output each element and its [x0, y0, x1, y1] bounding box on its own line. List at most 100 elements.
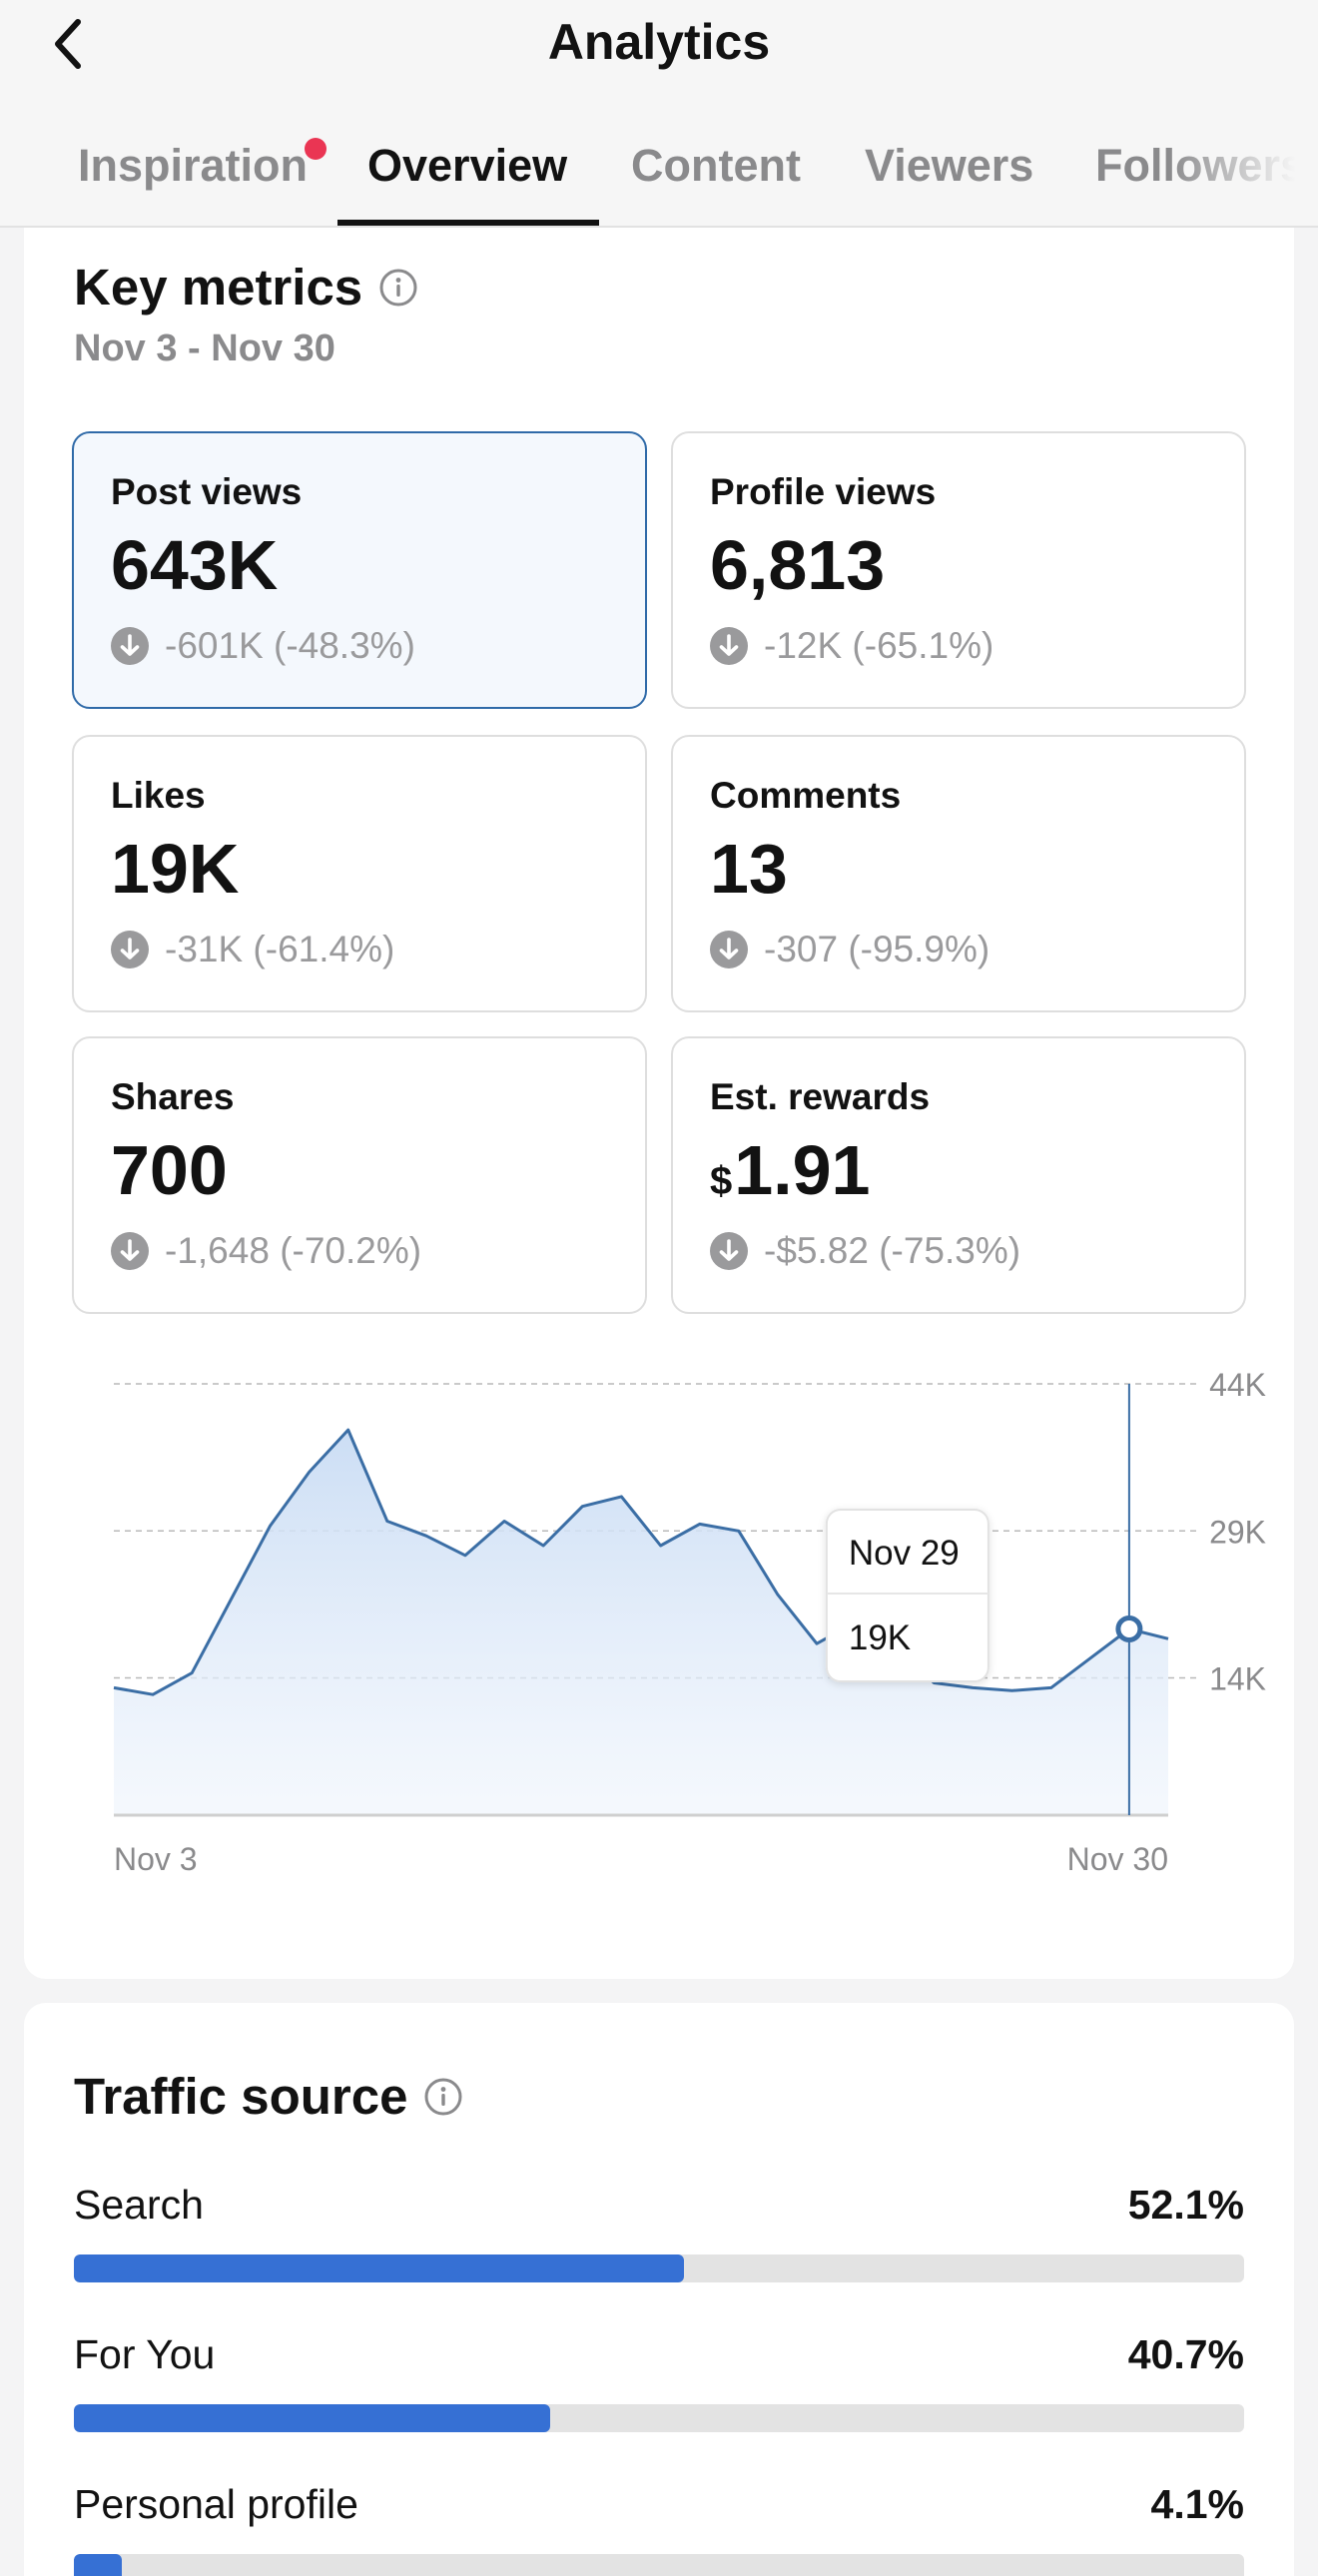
- key-metrics-card: Key metrics Nov 3 - Nov 30 Post views 64…: [24, 228, 1294, 1979]
- chart-data-point[interactable]: [618, 1494, 624, 1500]
- chart-data-point[interactable]: [658, 1543, 664, 1549]
- y-axis-tick-label: 44K: [1209, 1367, 1266, 1403]
- metric-profile-views[interactable]: Profile views 6,813 -12K (-65.1%): [671, 431, 1246, 709]
- key-metrics-title: Key metrics: [74, 259, 363, 316]
- metric-value: 19K: [111, 830, 240, 908]
- metric-label: Likes: [111, 775, 206, 816]
- metric-value: $1.91: [710, 1130, 871, 1221]
- chart-area-fill: [114, 1430, 1168, 1815]
- back-button[interactable]: [40, 14, 96, 74]
- tab-content[interactable]: Content: [631, 140, 801, 191]
- arrow-down-circle-icon: [111, 627, 149, 665]
- chart-data-point[interactable]: [307, 1469, 313, 1475]
- traffic-label: For You: [74, 2330, 216, 2377]
- traffic-bar: [74, 2554, 1244, 2576]
- metric-label: Shares: [111, 1076, 235, 1117]
- arrow-down-circle-icon: [111, 1232, 149, 1270]
- chart-data-point[interactable]: [579, 1504, 585, 1510]
- info-icon[interactable]: [423, 2077, 463, 2117]
- chart-data-point[interactable]: [462, 1553, 468, 1559]
- chart-data-point[interactable]: [189, 1670, 195, 1676]
- active-tab-indicator: [337, 220, 599, 226]
- traffic-bar: [74, 2404, 1244, 2432]
- metric-change: -$5.82 (-75.3%): [710, 1230, 1020, 1272]
- traffic-bar: [74, 2254, 1244, 2282]
- metric-value: 643K: [111, 526, 279, 604]
- metric-value: 13: [710, 830, 788, 908]
- metric-likes[interactable]: Likes 19K -31K (-61.4%): [72, 735, 647, 1012]
- top-header: Analytics Inspiration Overview Content V…: [0, 0, 1318, 228]
- chart-data-point[interactable]: [697, 1521, 703, 1527]
- tab-followers[interactable]: Followers: [1095, 140, 1306, 191]
- traffic-row-search: Search 52.1%: [74, 2175, 1244, 2282]
- metric-label: Est. rewards: [710, 1076, 931, 1117]
- traffic-source-title: Traffic source: [74, 2068, 408, 2125]
- metric-label: Post views: [111, 471, 303, 512]
- chart-selected-point[interactable]: [1115, 1614, 1143, 1642]
- metric-label: Comments: [710, 775, 902, 816]
- metric-change: -601K (-48.3%): [111, 625, 415, 667]
- metric-shares[interactable]: Shares 700 -1,648 (-70.2%): [72, 1036, 647, 1314]
- metric-value: 6,813: [710, 526, 886, 604]
- chart-data-point[interactable]: [423, 1533, 429, 1539]
- metric-change: -12K (-65.1%): [710, 625, 993, 667]
- traffic-percent: 4.1%: [1150, 2480, 1244, 2527]
- chart-data-point[interactable]: [228, 1597, 234, 1603]
- chart-data-point[interactable]: [1009, 1687, 1015, 1693]
- traffic-row-for-you: For You 40.7%: [74, 2324, 1244, 2432]
- key-metrics-heading: Key metrics: [74, 258, 418, 318]
- chart-data-point[interactable]: [1048, 1684, 1054, 1690]
- metric-label: Profile views: [710, 471, 937, 512]
- metric-est-rewards[interactable]: Est. rewards $1.91 -$5.82 (-75.3%): [671, 1036, 1246, 1314]
- chart-data-point[interactable]: [150, 1691, 156, 1697]
- chart-data-point[interactable]: [814, 1640, 820, 1646]
- chart-data-point[interactable]: [1087, 1655, 1093, 1661]
- traffic-source-heading: Traffic source: [74, 2067, 463, 2127]
- arrow-down-circle-icon: [710, 931, 748, 968]
- chart-data-point[interactable]: [501, 1518, 507, 1524]
- metric-post-views[interactable]: Post views 643K -601K (-48.3%): [72, 431, 647, 709]
- traffic-bar-fill: [74, 2404, 550, 2432]
- traffic-source-card: Traffic source Search 52.1% For You 40.7…: [24, 2003, 1294, 2576]
- chart-data-point[interactable]: [775, 1592, 781, 1598]
- chart-data-point[interactable]: [267, 1523, 273, 1529]
- chevron-left-icon: [55, 19, 81, 69]
- post-views-chart[interactable]: 44K 29K 14K Nov 29 19K Nov 3 Nov 30: [54, 1346, 1292, 2145]
- traffic-row-personal-profile: Personal profile 4.1%: [74, 2474, 1244, 2576]
- tab-inspiration[interactable]: Inspiration: [78, 140, 309, 191]
- chart-data-point[interactable]: [970, 1684, 976, 1690]
- page-title: Analytics: [547, 14, 771, 70]
- traffic-label: Personal profile: [74, 2480, 358, 2527]
- metric-change: -1,648 (-70.2%): [111, 1230, 421, 1272]
- traffic-label: Search: [74, 2181, 204, 2228]
- traffic-percent: 40.7%: [1127, 2330, 1244, 2377]
- tab-viewers[interactable]: Viewers: [865, 140, 1034, 191]
- metric-change: -31K (-61.4%): [111, 929, 394, 970]
- chart-tooltip: Nov 29 19K: [825, 1509, 989, 1682]
- tab-bar: Inspiration Overview Content Viewers Fol…: [0, 128, 1318, 226]
- x-axis-end-label: Nov 30: [1067, 1841, 1168, 1877]
- traffic-percent: 52.1%: [1127, 2181, 1244, 2228]
- metric-comments[interactable]: Comments 13 -307 (-95.9%): [671, 735, 1246, 1012]
- chart-data-point[interactable]: [384, 1518, 390, 1524]
- currency-symbol: $: [710, 1159, 733, 1203]
- arrow-down-circle-icon: [710, 627, 748, 665]
- date-range: Nov 3 - Nov 30: [74, 327, 335, 369]
- tooltip-date: Nov 29: [849, 1534, 960, 1573]
- chart-data-point[interactable]: [736, 1528, 742, 1534]
- tooltip-value: 19K: [849, 1618, 911, 1657]
- chart-data-point[interactable]: [1165, 1635, 1171, 1641]
- traffic-bar-fill: [74, 2554, 123, 2576]
- metric-change: -307 (-95.9%): [710, 929, 989, 970]
- chart-data-point[interactable]: [111, 1684, 117, 1690]
- notification-dot: [305, 138, 327, 160]
- chart-series-line: [113, 1428, 1169, 1696]
- traffic-bar-fill: [74, 2254, 684, 2282]
- y-axis-tick-label: 14K: [1209, 1661, 1266, 1697]
- tab-overview[interactable]: Overview: [367, 140, 568, 191]
- info-icon[interactable]: [378, 268, 418, 308]
- y-axis-tick-label: 29K: [1209, 1514, 1266, 1550]
- chart-data-point[interactable]: [540, 1543, 546, 1549]
- metric-value: 700: [111, 1131, 228, 1209]
- chart-data-point[interactable]: [345, 1427, 351, 1433]
